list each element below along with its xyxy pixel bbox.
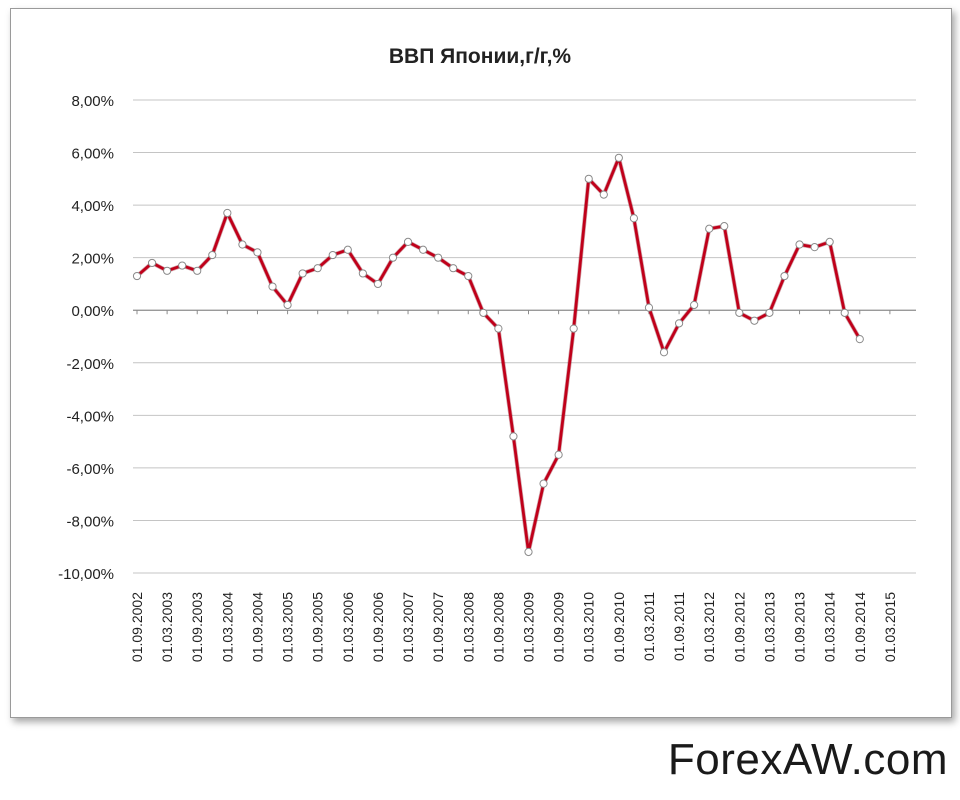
data-point	[674, 319, 684, 328]
x-tick-label: 01.03.2006	[340, 592, 356, 662]
x-tick-label: 01.09.2006	[370, 592, 386, 662]
y-tick-label: 2,00%	[71, 251, 114, 268]
data-point	[644, 303, 654, 312]
x-tick-label: 01.03.2015	[882, 592, 898, 662]
data-point	[193, 266, 202, 275]
data-point	[599, 190, 608, 199]
series-line-shadow	[134, 155, 862, 555]
y-tick-label: 4,00%	[71, 198, 114, 215]
data-point	[253, 248, 262, 257]
data-point	[629, 214, 639, 223]
data-point	[238, 240, 247, 249]
data-point	[223, 208, 232, 218]
data-point	[509, 432, 518, 441]
y-tick-label: 6,00%	[71, 146, 114, 163]
x-tick-label: 01.09.2013	[792, 592, 808, 662]
data-point	[403, 237, 413, 246]
gridlines	[133, 99, 916, 574]
data-point	[268, 282, 277, 291]
data-point	[855, 335, 864, 344]
x-tick-label: 01.09.2005	[310, 592, 326, 662]
x-tick-label: 01.09.2004	[249, 592, 265, 662]
x-tick-label: 01.09.2009	[551, 592, 567, 662]
series-line	[135, 156, 862, 554]
x-tick-label: 01.09.2014	[852, 592, 868, 662]
data-point	[659, 348, 669, 357]
data-point	[298, 269, 307, 278]
y-tick-label: -4,00%	[66, 408, 114, 425]
x-tick-label: 01.03.2004	[219, 592, 235, 662]
data-point	[554, 450, 563, 459]
x-tick-label: 01.09.2011	[671, 592, 687, 661]
data-point	[780, 271, 789, 281]
data-point	[147, 258, 157, 268]
data-point	[494, 324, 503, 333]
x-tick-label: 01.03.2005	[280, 592, 296, 662]
data-point	[825, 237, 834, 246]
data-point	[418, 245, 428, 254]
data-point	[328, 250, 337, 260]
x-tick-label: 01.03.2012	[701, 592, 717, 662]
data-point	[208, 250, 217, 260]
data-point	[358, 269, 367, 278]
data-point	[690, 300, 699, 310]
x-tick-label: 01.09.2010	[611, 592, 627, 662]
data-point	[479, 308, 488, 317]
data-point	[464, 271, 473, 281]
x-tick-label: 01.09.2008	[490, 592, 506, 662]
y-tick-label: 8,00%	[71, 93, 114, 110]
x-tick-label: 01.03.2011	[641, 592, 657, 661]
y-tick-label: -2,00%	[66, 356, 114, 373]
data-point	[434, 253, 443, 262]
data-point	[750, 316, 759, 325]
data-point	[343, 245, 352, 254]
x-tick-label: 01.09.2003	[189, 592, 205, 662]
data-point	[388, 253, 398, 262]
data-point	[735, 308, 744, 317]
x-tick-label: 01.03.2014	[822, 592, 838, 662]
x-tick-label: 01.03.2008	[460, 592, 476, 662]
data-point	[720, 222, 729, 231]
data-point	[178, 261, 187, 270]
x-tick-label: 01.03.2003	[159, 592, 175, 662]
data-point	[283, 300, 292, 310]
data-point	[163, 266, 172, 275]
data-point	[810, 243, 819, 252]
x-tick-label: 01.03.2009	[521, 592, 537, 662]
data-point	[569, 324, 578, 333]
x-tick-label: 01.09.2007	[430, 592, 446, 662]
data-point	[840, 308, 849, 317]
y-tick-label: 0,00%	[71, 303, 114, 320]
x-tick-label: 01.09.2002	[129, 592, 145, 662]
data-point	[373, 279, 383, 289]
data-point	[449, 264, 458, 273]
data-point	[614, 153, 623, 162]
y-tick-label: -6,00%	[66, 461, 114, 478]
chart-title: ВВП Японии,г/г,%	[389, 45, 572, 68]
data-point	[705, 224, 714, 233]
data-point	[539, 479, 548, 488]
data-point	[584, 174, 593, 183]
data-point	[765, 308, 774, 317]
y-tick-label: -10,00%	[58, 566, 114, 583]
y-tick-label: -8,00%	[66, 513, 114, 530]
y-axis-tick-labels: 8,00% 6,00% 4,00% 2,00% 0,00% -2,00% -4,00% -6,…	[58, 93, 114, 583]
x-tick-label: 01.03.2007	[400, 592, 416, 662]
watermark-text: ForexAW.com	[667, 735, 948, 784]
data-point	[313, 264, 322, 273]
series-gdp	[134, 155, 862, 555]
data-point	[132, 271, 142, 281]
x-tick-label: 01.03.2010	[581, 592, 597, 662]
data-point	[795, 240, 804, 249]
x-axis-tick-labels: 01.09.2002 01.03.2003 01.09.2003 01.03.2004…	[129, 310, 898, 662]
x-tick-label: 01.09.2012	[731, 592, 747, 662]
x-tick-label: 01.03.2013	[761, 592, 777, 662]
data-point	[524, 547, 533, 557]
data-points	[132, 153, 864, 557]
